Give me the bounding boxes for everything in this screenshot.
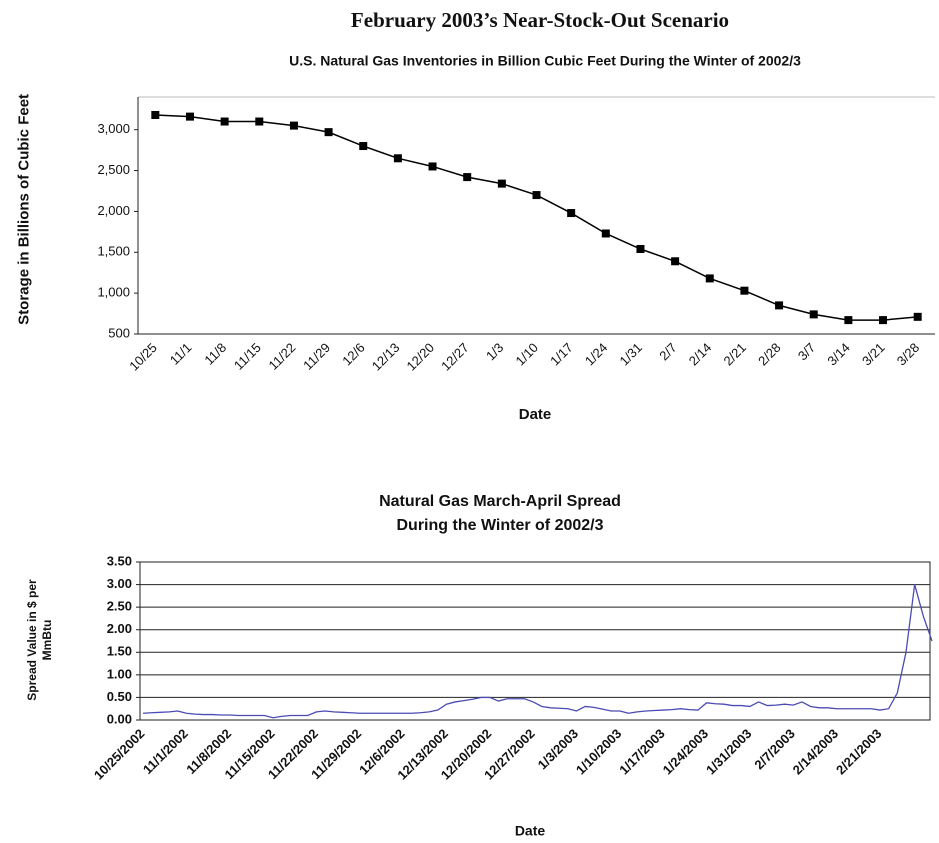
line <box>142 584 933 719</box>
x-tick-label: 2/21/2003 <box>833 726 885 778</box>
y-tick-label: 2,500 <box>97 162 130 177</box>
marker <box>601 229 610 238</box>
x-axis-label: Date <box>515 823 546 839</box>
x-tick-label: 2/7 <box>656 340 679 363</box>
x-tick-label: 1/24/2003 <box>660 726 712 778</box>
y-tick-label: 2,000 <box>97 203 130 218</box>
x-tick-label: 1/31 <box>617 340 646 369</box>
marker <box>671 257 680 266</box>
x-tick-label: 11/8 <box>201 340 229 368</box>
marker <box>289 121 298 130</box>
marker <box>705 274 714 283</box>
y-tick-label: 1.50 <box>107 644 132 659</box>
x-tick-label: 10/25 <box>126 340 160 374</box>
marker <box>359 142 368 151</box>
x-tick-label: 3/21 <box>859 340 888 369</box>
y-tick-label: 2.50 <box>107 599 132 614</box>
x-tick-label: 1/3 <box>483 340 506 363</box>
chart-title: U.S. Natural Gas Inventories in Billion … <box>289 53 801 69</box>
y-tick-label: 500 <box>108 325 130 340</box>
marker <box>844 316 853 325</box>
x-tick-label: 1/10 <box>513 340 542 369</box>
y-tick-label: 3.00 <box>107 576 132 591</box>
y-tick-label: 1,000 <box>97 285 130 300</box>
marker <box>532 191 541 200</box>
x-tick-label: 11/15 <box>231 340 264 373</box>
y-tick-label: 2.00 <box>107 621 132 636</box>
x-tick-label: 3/14 <box>824 340 853 369</box>
marker <box>775 301 784 310</box>
marker <box>879 316 888 325</box>
x-tick-label: 1/10/2003 <box>573 726 625 778</box>
page-title: February 2003’s Near-Stock-Out Scenario <box>351 8 729 32</box>
x-tick-label: 12/27 <box>438 340 472 374</box>
x-tick-label: 11/22 <box>266 340 299 373</box>
y-axis-label: Spread Value in $ per MmBtu <box>25 579 54 701</box>
x-tick-label: 12/13 <box>369 340 403 374</box>
marker <box>220 117 229 126</box>
marker <box>740 286 749 295</box>
marker <box>636 245 645 254</box>
marker <box>324 128 333 137</box>
x-tick-label: 10/25/2002 <box>91 726 148 783</box>
x-axis-label: Date <box>519 406 552 423</box>
x-tick-label: 2/28 <box>755 340 784 369</box>
plot-border <box>139 561 931 721</box>
marker <box>809 310 818 319</box>
x-tick-label: 2/14 <box>686 340 715 369</box>
y-tick-label: 0.50 <box>107 689 132 704</box>
x-tick-label: 1/17/2003 <box>616 726 668 778</box>
y-tick-label: 0.00 <box>107 711 132 726</box>
y-axis-label: Storage in Billions of Cubic Feet <box>15 93 33 325</box>
marker <box>463 173 472 182</box>
y-tick-label: 1.00 <box>107 666 132 681</box>
x-tick-label: 11/1/2002 <box>140 726 191 777</box>
y-tick-label: 3,000 <box>97 121 130 136</box>
marker <box>497 179 506 188</box>
chart-title: Natural Gas March-April Spread <box>379 493 621 510</box>
marker <box>393 154 402 163</box>
marker <box>255 117 264 126</box>
x-tick-label: 3/28 <box>894 340 923 369</box>
x-tick-label: 1/31/2003 <box>703 726 755 778</box>
x-tick-label: 1/17 <box>547 340 576 369</box>
x-tick-label: 2/14/2003 <box>790 726 842 778</box>
x-tick-label: 2/21 <box>720 340 749 369</box>
line <box>155 114 918 321</box>
marker <box>913 312 922 321</box>
marker <box>428 162 437 171</box>
chart-subtitle: During the Winter of 2002/3 <box>397 517 604 534</box>
marker <box>567 209 576 218</box>
y-tick-label: 1,500 <box>97 244 130 259</box>
x-tick-label: 12/6 <box>339 340 368 369</box>
x-tick-label: 3/7 <box>795 340 818 363</box>
y-tick-label: 3.50 <box>107 553 132 568</box>
x-tick-label: 12/20 <box>403 340 437 374</box>
marker <box>185 112 194 121</box>
x-tick-label: 1/24 <box>582 340 611 369</box>
x-tick-label: 11/1 <box>167 340 195 368</box>
x-tick-label: 11/29 <box>300 340 333 373</box>
marker <box>151 110 160 119</box>
